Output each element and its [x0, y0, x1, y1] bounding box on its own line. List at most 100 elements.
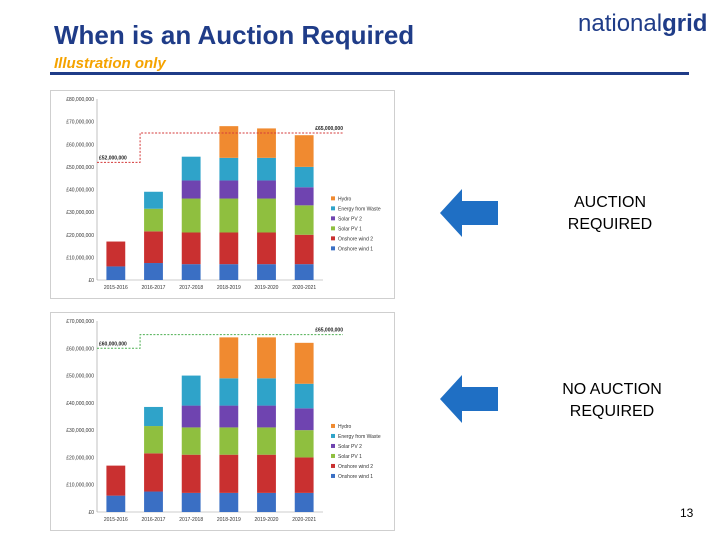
- bar-segment: [181, 492, 201, 512]
- legend-label: Solar PV 1: [338, 454, 362, 460]
- bar-segment: [219, 492, 239, 512]
- left-arrow-icon: [440, 375, 500, 428]
- chart-auction-required-svg: £0 £10,000,000 £20,000,000 £30,000,000 £40,0…: [66, 97, 381, 291]
- bar-segment: [144, 453, 163, 492]
- bar-segment: [181, 156, 201, 181]
- threshold-label-left: £52,000,000: [99, 155, 127, 161]
- legend-label: Onshore wind 2: [338, 236, 373, 242]
- bar-segment: [106, 241, 126, 267]
- y-tick-label: £60,000,000: [66, 346, 94, 352]
- bar-segment: [181, 375, 201, 406]
- bar-segment: [219, 198, 239, 233]
- bar-segment: [219, 454, 239, 493]
- callout-no-auction-required: NO AUCTION REQUIRED: [542, 379, 682, 423]
- threshold-label-right: £65,000,000: [315, 126, 343, 132]
- x-tick-label: 2015-2016: [104, 285, 128, 291]
- x-tick-label: 2020-2021: [292, 517, 316, 523]
- y-tick-label: £50,000,000: [66, 165, 94, 171]
- y-tick-label: £0: [88, 278, 94, 284]
- x-tick-label: 2019-2020: [255, 517, 279, 523]
- bar-segment: [294, 457, 314, 493]
- y-tick-label: £70,000,000: [66, 319, 94, 325]
- bar-segment: [144, 406, 163, 427]
- bar-segment: [294, 187, 314, 206]
- y-tick-label: £40,000,000: [66, 188, 94, 194]
- legend-label: Onshore wind 1: [338, 246, 373, 252]
- logo-text-grid: grid: [662, 10, 708, 37]
- legend-swatch: [331, 443, 335, 448]
- legend-swatch: [331, 423, 335, 428]
- page-number: 13: [680, 506, 694, 520]
- legend-swatch: [331, 433, 335, 438]
- logo-text-national: national: [578, 10, 663, 37]
- x-tick-label: 2015-2016: [104, 517, 128, 523]
- bar-segment: [294, 264, 314, 280]
- bar-segment: [144, 491, 163, 512]
- bar-segment: [219, 232, 239, 265]
- callout-auction-required: AUCTION REQUIRED: [540, 192, 680, 236]
- threshold-label-left: £60,000,000: [99, 341, 127, 347]
- bar-segment: [181, 232, 201, 265]
- bar-segment: [257, 157, 276, 181]
- chart-no-auction-required: £0 £10,000,000 £20,000,000 £30,000,000 £40,0…: [50, 312, 395, 531]
- bar-segment: [257, 198, 276, 233]
- bar-segment: [219, 427, 239, 455]
- bar-segment: [144, 191, 163, 209]
- x-tick-label: 2017-2018: [179, 517, 203, 523]
- y-tick-label: £30,000,000: [66, 210, 94, 216]
- bar-segment: [257, 128, 276, 158]
- x-tick-label: 2020-2021: [292, 285, 316, 291]
- x-tick-label: 2019-2020: [255, 285, 279, 291]
- callout-line: REQUIRED: [569, 403, 655, 420]
- bar-segment: [257, 492, 276, 512]
- bar-segment: [257, 337, 276, 379]
- x-tick-label: 2018-2019: [217, 517, 241, 523]
- legend-label: Onshore wind 2: [338, 464, 373, 470]
- callout-line: AUCTION: [574, 194, 646, 211]
- national-grid-logo: nationalgrid: [578, 10, 707, 38]
- bar-segment: [294, 342, 314, 384]
- legend-swatch: [331, 196, 335, 201]
- bar-segment: [294, 135, 314, 167]
- y-tick-label: £20,000,000: [66, 233, 94, 239]
- legend-label: Onshore wind 1: [338, 474, 373, 480]
- y-tick-label: £70,000,000: [66, 120, 94, 126]
- bar-segment: [257, 264, 276, 280]
- bar-segment: [106, 495, 126, 512]
- legend-label: Solar PV 1: [338, 226, 362, 232]
- bar-segment: [219, 126, 239, 158]
- legend-swatch: [331, 463, 335, 468]
- title-divider: [50, 72, 689, 75]
- bar-segment: [181, 405, 201, 428]
- legend-label: Energy from Waste: [338, 206, 381, 212]
- threshold-line: [97, 334, 343, 349]
- legend-swatch: [331, 236, 335, 241]
- y-tick-label: £30,000,000: [66, 428, 94, 434]
- y-tick-label: £50,000,000: [66, 374, 94, 380]
- bar-segment: [144, 208, 163, 232]
- bar-segment: [219, 378, 239, 406]
- callout-line: REQUIRED: [567, 216, 653, 233]
- bar-segment: [257, 405, 276, 428]
- bar-segment: [181, 264, 201, 280]
- legend-swatch: [331, 226, 335, 231]
- bar-segment: [181, 427, 201, 455]
- y-tick-label: £10,000,000: [66, 483, 94, 489]
- y-tick-label: £20,000,000: [66, 455, 94, 461]
- x-tick-label: 2016-2017: [142, 285, 166, 291]
- bar-segment: [219, 180, 239, 199]
- chart-auction-required: £0 £10,000,000 £20,000,000 £30,000,000 £40,0…: [50, 90, 395, 299]
- bar-segment: [294, 408, 314, 431]
- legend-swatch: [331, 246, 335, 251]
- bar-segment: [219, 264, 239, 280]
- legend-label: Hydro: [338, 196, 352, 202]
- bar-segment: [106, 465, 126, 496]
- bar-segment: [219, 157, 239, 181]
- bar-segment: [181, 454, 201, 493]
- bar-segment: [294, 166, 314, 188]
- bar-segment: [257, 180, 276, 199]
- bar-segment: [257, 232, 276, 265]
- bar-segment: [219, 405, 239, 428]
- bar-segment: [257, 378, 276, 406]
- slide-subtitle: Illustration only: [54, 55, 166, 72]
